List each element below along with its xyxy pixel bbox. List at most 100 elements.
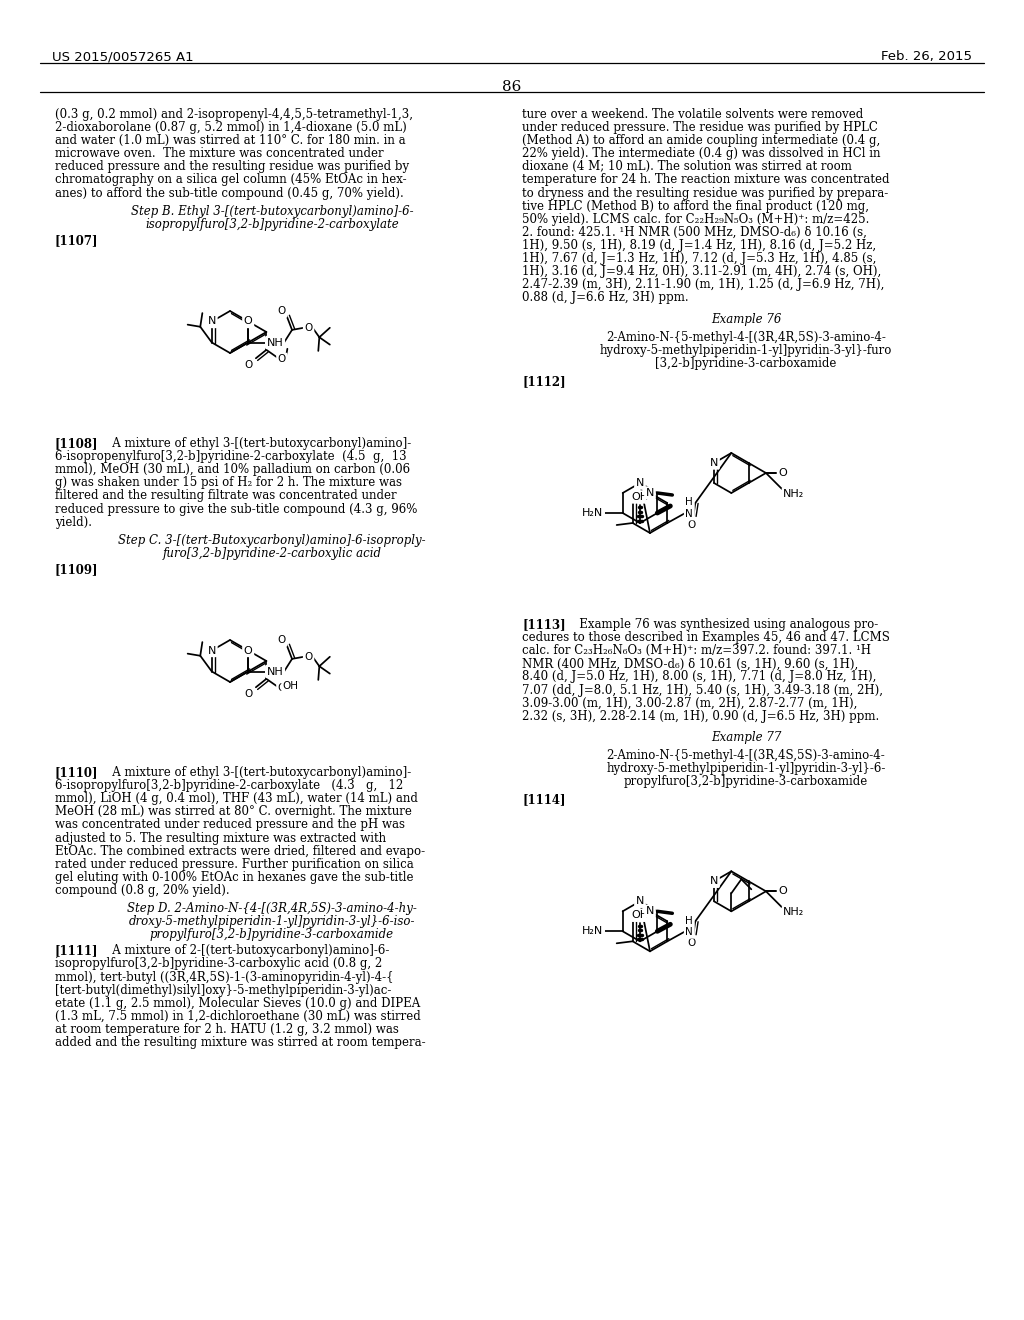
- Text: was concentrated under reduced pressure and the pH was: was concentrated under reduced pressure …: [55, 818, 406, 832]
- Text: isopropylfuro[3,2-b]pyridine-2-carboxylate: isopropylfuro[3,2-b]pyridine-2-carboxyla…: [145, 218, 399, 231]
- Text: O: O: [778, 886, 787, 896]
- Text: 2-Amino-N-{5-methyl-4-[(3R,4R,5S)-3-amino-4-: 2-Amino-N-{5-methyl-4-[(3R,4R,5S)-3-amin…: [606, 330, 886, 343]
- Text: N: N: [208, 317, 216, 326]
- Text: etate (1.1 g, 2.5 mmol), Molecular Sieves (10.0 g) and DIPEA: etate (1.1 g, 2.5 mmol), Molecular Sieve…: [55, 997, 420, 1010]
- Text: [3,2-b]pyridine-3-carboxamide: [3,2-b]pyridine-3-carboxamide: [655, 356, 837, 370]
- Text: at room temperature for 2 h. HATU (1.2 g, 3.2 mmol) was: at room temperature for 2 h. HATU (1.2 g…: [55, 1023, 399, 1036]
- Text: anes) to afford the sub-title compound (0.45 g, 70% yield).: anes) to afford the sub-title compound (…: [55, 186, 403, 199]
- Text: N: N: [208, 645, 216, 656]
- Text: 1H), 9.50 (s, 1H), 8.19 (d, J=1.4 Hz, 1H), 8.16 (d, J=5.2 Hz,: 1H), 9.50 (s, 1H), 8.19 (d, J=1.4 Hz, 1H…: [522, 239, 877, 252]
- Text: yield).: yield).: [55, 516, 92, 528]
- Text: under reduced pressure. The residue was purified by HPLC: under reduced pressure. The residue was …: [522, 121, 878, 135]
- Text: N: N: [710, 876, 718, 886]
- Text: N: N: [636, 896, 644, 907]
- Text: tive HPLC (Method B) to afford the final product (120 mg,: tive HPLC (Method B) to afford the final…: [522, 199, 869, 213]
- Text: filtered and the resulting filtrate was concentrated under: filtered and the resulting filtrate was …: [55, 490, 396, 503]
- Text: reduced pressure to give the sub-title compound (4.3 g, 96%: reduced pressure to give the sub-title c…: [55, 503, 418, 516]
- Text: EtOAc. The combined extracts were dried, filtered and evapo-: EtOAc. The combined extracts were dried,…: [55, 845, 425, 858]
- Text: N: N: [646, 907, 654, 916]
- Text: calc. for C₂₃H₂₆N₆O₃ (M+H)⁺: m/z=397.2. found: 397.1. ¹H: calc. for C₂₃H₂₆N₆O₃ (M+H)⁺: m/z=397.2. …: [522, 644, 871, 657]
- Text: [1107]: [1107]: [55, 234, 98, 247]
- Text: O: O: [244, 645, 253, 656]
- Text: N: N: [636, 478, 644, 488]
- Text: hydroxy-5-methylpiperidin-1-yl]pyridin-3-yl}-6-: hydroxy-5-methylpiperidin-1-yl]pyridin-3…: [606, 762, 886, 775]
- Text: NH: NH: [266, 667, 284, 677]
- Text: microwave oven.  The mixture was concentrated under: microwave oven. The mixture was concentr…: [55, 148, 384, 160]
- Text: dioxane (4 M; 10 mL). The solution was stirred at room: dioxane (4 M; 10 mL). The solution was s…: [522, 161, 852, 173]
- Text: Example 76: Example 76: [711, 313, 781, 326]
- Text: Step D. 2-Amino-N-{4-[(3R,4R,5S)-3-amino-4-hy-: Step D. 2-Amino-N-{4-[(3R,4R,5S)-3-amino…: [127, 902, 417, 915]
- Text: rated under reduced pressure. Further purification on silica: rated under reduced pressure. Further pu…: [55, 858, 414, 871]
- Text: 7.07 (dd, J=8.0, 5.1 Hz, 1H), 5.40 (s, 1H), 3.49-3.18 (m, 2H),: 7.07 (dd, J=8.0, 5.1 Hz, 1H), 5.40 (s, 1…: [522, 684, 883, 697]
- Text: O: O: [278, 354, 286, 364]
- Text: isopropylfuro[3,2-b]pyridine-3-carboxylic acid (0.8 g, 2: isopropylfuro[3,2-b]pyridine-3-carboxyli…: [55, 957, 382, 970]
- Text: H₂N: H₂N: [582, 927, 603, 936]
- Text: O: O: [278, 635, 286, 645]
- Text: A mixture of 2-[(tert-butoxycarbonyl)amino]-6-: A mixture of 2-[(tert-butoxycarbonyl)ami…: [101, 944, 389, 957]
- Text: 1H), 3.16 (d, J=9.4 Hz, 0H), 3.11-2.91 (m, 4H), 2.74 (s, OH),: 1H), 3.16 (d, J=9.4 Hz, 0H), 3.11-2.91 (…: [522, 265, 882, 279]
- Text: adjusted to 5. The resulting mixture was extracted with: adjusted to 5. The resulting mixture was…: [55, 832, 386, 845]
- Text: ture over a weekend. The volatile solvents were removed: ture over a weekend. The volatile solven…: [522, 108, 863, 121]
- Text: OH: OH: [632, 911, 648, 920]
- Text: mmol), LiOH (4 g, 0.4 mol), THF (43 mL), water (14 mL) and: mmol), LiOH (4 g, 0.4 mol), THF (43 mL),…: [55, 792, 418, 805]
- Text: [1113]: [1113]: [522, 618, 565, 631]
- Text: O: O: [687, 520, 695, 531]
- Text: (1.3 mL, 7.5 mmol) in 1,2-dichloroethane (30 mL) was stirred: (1.3 mL, 7.5 mmol) in 1,2-dichloroethane…: [55, 1010, 421, 1023]
- Text: O: O: [304, 323, 312, 333]
- Text: A mixture of ethyl 3-[(tert-butoxycarbonyl)amino]-: A mixture of ethyl 3-[(tert-butoxycarbon…: [101, 766, 412, 779]
- Text: N: N: [710, 458, 718, 469]
- Text: [tert-butyl(dimethyl)silyl]oxy}-5-methylpiperidin-3-yl)ac-: [tert-butyl(dimethyl)silyl]oxy}-5-methyl…: [55, 983, 391, 997]
- Text: 86: 86: [503, 81, 521, 94]
- Text: 2-dioxaborolane (0.87 g, 5.2 mmol) in 1,4-dioxane (5.0 mL): 2-dioxaborolane (0.87 g, 5.2 mmol) in 1,…: [55, 121, 407, 135]
- Text: hydroxy-5-methylpiperidin-1-yl]pyridin-3-yl}-furo: hydroxy-5-methylpiperidin-1-yl]pyridin-3…: [600, 343, 892, 356]
- Text: 6-isopropenylfuro[3,2-b]pyridine-2-carboxylate  (4.5  g,  13: 6-isopropenylfuro[3,2-b]pyridine-2-carbo…: [55, 450, 407, 463]
- Text: and water (1.0 mL) was stirred at 110° C. for 180 min. in a: and water (1.0 mL) was stirred at 110° C…: [55, 135, 406, 148]
- Text: H
N: H N: [685, 916, 693, 937]
- Text: H
N: H N: [685, 498, 693, 519]
- Text: O: O: [278, 684, 286, 693]
- Text: H₂N: H₂N: [582, 508, 603, 517]
- Text: Step B. Ethyl 3-[(tert-butoxycarbonyl)amino]-6-: Step B. Ethyl 3-[(tert-butoxycarbonyl)am…: [131, 205, 414, 218]
- Text: 50% yield). LCMS calc. for C₂₂H₂₉N₅O₃ (M+H)⁺: m/z=425.: 50% yield). LCMS calc. for C₂₂H₂₉N₅O₃ (M…: [522, 213, 869, 226]
- Text: temperature for 24 h. The reaction mixture was concentrated: temperature for 24 h. The reaction mixtu…: [522, 173, 890, 186]
- Text: OH: OH: [632, 492, 648, 502]
- Text: [1112]: [1112]: [522, 375, 565, 388]
- Text: [1108]: [1108]: [55, 437, 98, 450]
- Text: O: O: [304, 652, 312, 661]
- Text: 0.88 (d, J=6.6 Hz, 3H) ppm.: 0.88 (d, J=6.6 Hz, 3H) ppm.: [522, 292, 688, 305]
- Text: 3.09-3.00 (m, 1H), 3.00-2.87 (m, 2H), 2.87-2.77 (m, 1H),: 3.09-3.00 (m, 1H), 3.00-2.87 (m, 2H), 2.…: [522, 697, 857, 710]
- Text: NH: NH: [266, 338, 284, 347]
- Text: 2.32 (s, 3H), 2.28-2.14 (m, 1H), 0.90 (d, J=6.5 Hz, 3H) ppm.: 2.32 (s, 3H), 2.28-2.14 (m, 1H), 0.90 (d…: [522, 710, 880, 723]
- Text: A mixture of ethyl 3-[(tert-butoxycarbonyl)amino]-: A mixture of ethyl 3-[(tert-butoxycarbon…: [101, 437, 412, 450]
- Text: compound (0.8 g, 20% yield).: compound (0.8 g, 20% yield).: [55, 884, 229, 896]
- Text: O: O: [245, 360, 253, 370]
- Text: 2-Amino-N-{5-methyl-4-[(3R,4S,5S)-3-amino-4-: 2-Amino-N-{5-methyl-4-[(3R,4S,5S)-3-amin…: [606, 748, 886, 762]
- Text: [1114]: [1114]: [522, 793, 565, 807]
- Text: Example 77: Example 77: [711, 731, 781, 743]
- Text: propylfuro[3,2-b]pyridine-3-carboxamide: propylfuro[3,2-b]pyridine-3-carboxamide: [624, 775, 868, 788]
- Text: US 2015/0057265 A1: US 2015/0057265 A1: [52, 50, 194, 63]
- Text: 22% yield). The intermediate (0.4 g) was dissolved in HCl in: 22% yield). The intermediate (0.4 g) was…: [522, 148, 881, 160]
- Text: Step C. 3-[(tert-Butoxycarbonyl)amino]-6-isoproply-: Step C. 3-[(tert-Butoxycarbonyl)amino]-6…: [118, 533, 426, 546]
- Text: 6-isopropylfuro[3,2-b]pyridine-2-carboxylate   (4.3   g,   12: 6-isopropylfuro[3,2-b]pyridine-2-carboxy…: [55, 779, 403, 792]
- Text: propylfuro[3,2-b]pyridine-3-carboxamide: propylfuro[3,2-b]pyridine-3-carboxamide: [150, 928, 394, 941]
- Text: mmol), MeOH (30 mL), and 10% palladium on carbon (0.06: mmol), MeOH (30 mL), and 10% palladium o…: [55, 463, 411, 477]
- Text: g) was shaken under 15 psi of H₂ for 2 h. The mixture was: g) was shaken under 15 psi of H₂ for 2 h…: [55, 477, 402, 490]
- Text: cedures to those described in Examples 45, 46 and 47. LCMS: cedures to those described in Examples 4…: [522, 631, 890, 644]
- Text: O: O: [245, 689, 253, 700]
- Text: (0.3 g, 0.2 mmol) and 2-isopropenyl-4,4,5,5-tetramethyl-1,3,: (0.3 g, 0.2 mmol) and 2-isopropenyl-4,4,…: [55, 108, 413, 121]
- Text: to dryness and the resulting residue was purified by prepara-: to dryness and the resulting residue was…: [522, 186, 888, 199]
- Text: Feb. 26, 2015: Feb. 26, 2015: [881, 50, 972, 63]
- Text: 8.40 (d, J=5.0 Hz, 1H), 8.00 (s, 1H), 7.71 (d, J=8.0 Hz, 1H),: 8.40 (d, J=5.0 Hz, 1H), 8.00 (s, 1H), 7.…: [522, 671, 877, 684]
- Text: MeOH (28 mL) was stirred at 80° C. overnight. The mixture: MeOH (28 mL) was stirred at 80° C. overn…: [55, 805, 412, 818]
- Text: N: N: [646, 488, 654, 498]
- Text: furo[3,2-b]pyridine-2-carboxylic acid: furo[3,2-b]pyridine-2-carboxylic acid: [163, 546, 382, 560]
- Text: 2.47-2.39 (m, 3H), 2.11-1.90 (m, 1H), 1.25 (d, J=6.9 Hz, 7H),: 2.47-2.39 (m, 3H), 2.11-1.90 (m, 1H), 1.…: [522, 279, 885, 292]
- Text: droxy-5-methylpiperidin-1-yl]pyridin-3-yl}-6-iso-: droxy-5-methylpiperidin-1-yl]pyridin-3-y…: [129, 915, 416, 928]
- Text: mmol), tert-butyl ((3R,4R,5S)-1-(3-aminopyridin-4-yl)-4-{: mmol), tert-butyl ((3R,4R,5S)-1-(3-amino…: [55, 970, 393, 983]
- Text: NH₂: NH₂: [783, 488, 805, 499]
- Text: NMR (400 MHz, DMSO-d₆) δ 10.61 (s, 1H), 9.60 (s, 1H),: NMR (400 MHz, DMSO-d₆) δ 10.61 (s, 1H), …: [522, 657, 858, 671]
- Text: gel eluting with 0-100% EtOAc in hexanes gave the sub-title: gel eluting with 0-100% EtOAc in hexanes…: [55, 871, 414, 884]
- Text: O: O: [778, 469, 787, 478]
- Text: [1109]: [1109]: [55, 562, 98, 576]
